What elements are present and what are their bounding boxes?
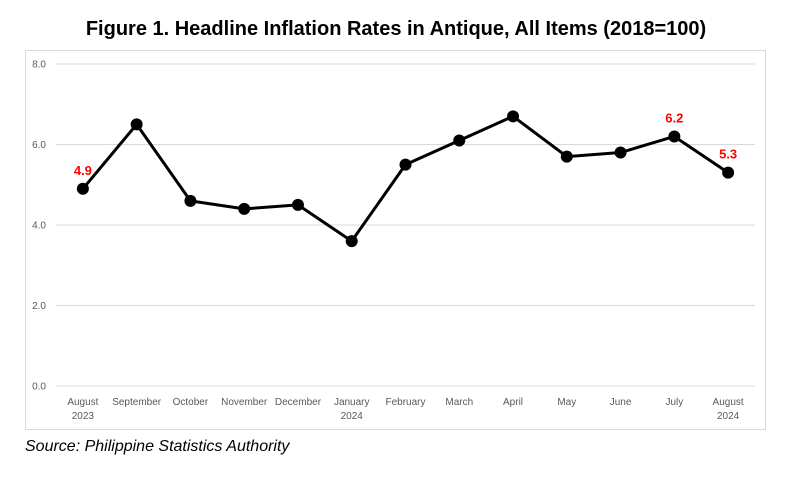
series-line [81, 114, 729, 243]
data-point [668, 130, 681, 143]
x-tick-label: September [112, 397, 162, 408]
gridlines [56, 63, 755, 387]
y-tick-label: 8.0 [32, 60, 46, 71]
data-point [345, 235, 358, 248]
source-note: Source: Philippine Statistics Authority [25, 438, 290, 455]
chart-area: 0.0 2.0 4.0 6.0 8.0 August 2023 September Octob… [25, 50, 766, 430]
x-tick-label: July [665, 397, 683, 408]
data-point [130, 118, 143, 131]
x-tick-label: November [221, 397, 268, 408]
data-labels: 4.9 6.2 5.3 [74, 110, 737, 177]
y-tick-label: 0.0 [32, 382, 46, 393]
data-point [560, 150, 573, 163]
x-tick-label: March [445, 397, 473, 408]
series-markers [76, 110, 735, 248]
data-label: 6.2 [665, 110, 683, 125]
x-tick-label: May [557, 397, 576, 408]
data-point [614, 146, 627, 159]
x-tick-label: October [173, 397, 209, 408]
data-point [184, 194, 197, 207]
x-tick-label: February [385, 397, 425, 408]
data-point [76, 182, 89, 195]
chart-title: Figure 1. Headline Inflation Rates in An… [85, 18, 707, 40]
data-point [507, 110, 520, 123]
x-axis-ticks: August 2023 September October November Decemb… [67, 397, 744, 422]
y-tick-label: 6.0 [32, 140, 46, 151]
data-point [238, 202, 251, 215]
y-tick-label: 2.0 [32, 301, 46, 312]
y-tick-label: 4.0 [32, 221, 46, 232]
x-tick-label: June [610, 397, 632, 408]
data-label: 4.9 [74, 163, 92, 178]
x-tick-label: April [503, 397, 523, 408]
y-axis-ticks: 0.0 2.0 4.0 6.0 8.0 [32, 60, 46, 393]
line-chart: 0.0 2.0 4.0 6.0 8.0 August 2023 September Octob… [32, 60, 755, 422]
x-tick-label: December [275, 397, 322, 408]
data-label: 5.3 [719, 147, 737, 162]
x-tick-label: August 2024 [713, 397, 744, 422]
x-tick-label: January 2024 [334, 397, 370, 422]
data-point [722, 166, 735, 179]
x-tick-label: August 2023 [67, 397, 98, 422]
data-point [453, 134, 466, 147]
data-point [399, 158, 412, 171]
inflation-line [81, 114, 729, 243]
data-point [291, 198, 304, 211]
